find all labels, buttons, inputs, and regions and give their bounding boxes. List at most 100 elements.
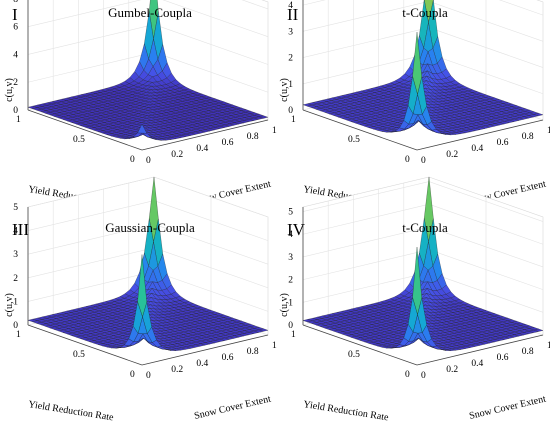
x-tick-label: 0.8 bbox=[522, 347, 534, 357]
z-tick-label: 2 bbox=[13, 78, 18, 88]
x-tick-label: 0.8 bbox=[247, 347, 259, 357]
x-tick-label: 0.2 bbox=[171, 365, 183, 375]
panel-label: II bbox=[287, 5, 299, 24]
x-tick-label: 0.2 bbox=[171, 150, 183, 160]
y-tick-label: 1 bbox=[291, 330, 296, 340]
x-tick-label: 0.8 bbox=[247, 132, 259, 142]
z-tick-label: 3 bbox=[13, 250, 18, 260]
y-tick-label: 0.5 bbox=[73, 135, 85, 145]
y-axis-line bbox=[302, 109, 418, 151]
panel-title: t-Coupla bbox=[402, 220, 448, 235]
panel-title: Gumbel-Coupla bbox=[108, 5, 192, 20]
z-tick-label: 5 bbox=[13, 203, 18, 213]
surface-mesh bbox=[27, 0, 269, 141]
x-tick-label: 0.6 bbox=[222, 138, 234, 148]
x-tick-label: 0.6 bbox=[497, 353, 509, 363]
x-tick-label: 1 bbox=[547, 341, 550, 351]
x-axis-line bbox=[416, 334, 544, 366]
z-tick-label: 4 bbox=[13, 227, 18, 237]
x-tick-label: 0.2 bbox=[446, 365, 458, 375]
surface-mesh bbox=[302, 176, 544, 351]
y-tick-label: 1 bbox=[16, 330, 21, 340]
x-tick-label: 1 bbox=[272, 341, 277, 351]
x-axis-title: Snow Cover Extent bbox=[468, 394, 547, 422]
x-tick-label: 0.6 bbox=[222, 353, 234, 363]
z-tick-label: 6 bbox=[13, 23, 18, 33]
z-tick-label: 4 bbox=[288, 1, 293, 11]
x-tick-label: 0 bbox=[421, 156, 426, 166]
x-tick-label: 0.8 bbox=[522, 132, 534, 142]
surface-mesh bbox=[27, 176, 269, 351]
surface-patch bbox=[412, 246, 422, 315]
z-tick-label: 0 bbox=[288, 106, 293, 116]
x-tick-label: 0.6 bbox=[497, 138, 509, 148]
x-tick-label: 0 bbox=[146, 371, 151, 381]
y-axis-line bbox=[27, 324, 143, 366]
x-tick-label: 0.4 bbox=[471, 144, 483, 154]
z-tick-label: 4 bbox=[13, 50, 18, 60]
z-tick-label: 4 bbox=[288, 230, 293, 240]
z-tick-label: 3 bbox=[288, 253, 293, 263]
x-tick-label: 1 bbox=[547, 126, 550, 136]
z-tick-label: 2 bbox=[288, 54, 293, 64]
x-tick-label: 0 bbox=[146, 156, 151, 166]
z-tick-label: 0 bbox=[13, 106, 18, 116]
z-tick-label: 3 bbox=[288, 27, 293, 37]
panel-label: III bbox=[12, 220, 29, 239]
y-tick-label: 0.5 bbox=[73, 350, 85, 360]
y-tick-label: 0 bbox=[130, 370, 135, 380]
surface-patch bbox=[137, 254, 147, 318]
surface-patch bbox=[412, 31, 422, 95]
y-tick-label: 0.5 bbox=[348, 350, 360, 360]
z-tick-label: 0 bbox=[13, 321, 18, 331]
y-tick-label: 0 bbox=[405, 370, 410, 380]
z-tick-label: 1 bbox=[288, 298, 293, 308]
panel-title: t-Coupla bbox=[402, 5, 448, 20]
x-tick-label: 0.4 bbox=[196, 359, 208, 369]
x-tick-label: 1 bbox=[272, 126, 277, 136]
y-tick-label: 0.5 bbox=[348, 135, 360, 145]
z-axis-title: c(u,v) bbox=[279, 293, 290, 317]
panel-label: I bbox=[12, 5, 18, 24]
y-axis-line bbox=[302, 324, 418, 366]
panel-title: Gaussian-Coupla bbox=[105, 220, 195, 235]
x-axis-line bbox=[416, 119, 544, 151]
x-axis-line bbox=[141, 119, 269, 151]
surface-patch bbox=[137, 123, 148, 134]
x-tick-label: 0.4 bbox=[196, 144, 208, 154]
z-tick-label: 0 bbox=[288, 321, 293, 331]
y-tick-label: 1 bbox=[291, 115, 296, 125]
z-axis-title: c(u,v) bbox=[4, 78, 15, 102]
z-tick-label: 2 bbox=[288, 276, 293, 286]
surface-mesh bbox=[302, 0, 544, 136]
x-tick-label: 0 bbox=[421, 371, 426, 381]
y-axis-title: Yield Reduction Rate bbox=[303, 399, 390, 423]
y-tick-label: 0 bbox=[405, 155, 410, 165]
y-tick-label: 1 bbox=[16, 115, 21, 125]
x-tick-label: 0.2 bbox=[446, 150, 458, 160]
x-tick-label: 0.4 bbox=[471, 359, 483, 369]
y-axis-title: Yield Reduction Rate bbox=[28, 399, 115, 423]
z-gridline bbox=[27, 0, 269, 37]
z-axis-title: c(u,v) bbox=[279, 78, 290, 102]
x-axis-line bbox=[141, 334, 269, 366]
z-tick-label: 1 bbox=[288, 80, 293, 90]
axes-walls bbox=[27, 176, 269, 336]
z-tick-label: 2 bbox=[13, 274, 18, 284]
y-tick-label: 0 bbox=[130, 155, 135, 165]
z-gridline bbox=[302, 0, 544, 16]
y-axis-line bbox=[27, 109, 143, 151]
panel-label: IV bbox=[287, 220, 306, 239]
z-tick-label: 5 bbox=[288, 208, 293, 218]
x-axis-title: Snow Cover Extent bbox=[193, 394, 272, 422]
